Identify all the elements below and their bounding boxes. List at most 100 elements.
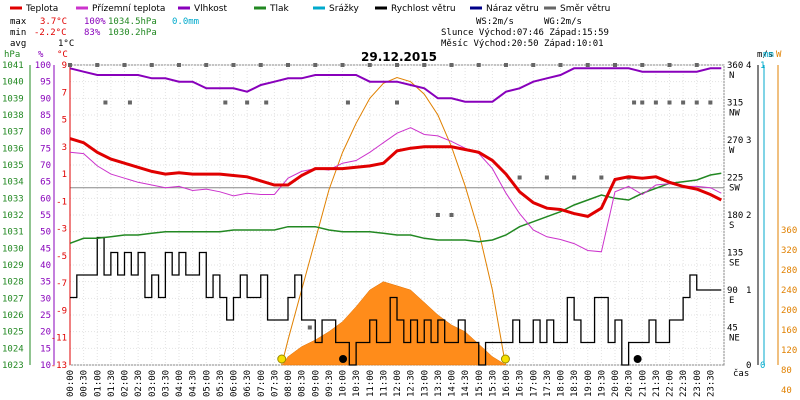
pct-tick: 60 bbox=[40, 194, 51, 204]
sunset-marker bbox=[500, 354, 510, 364]
stat-moon: Měsíc Východ:20:50 Západ:10:01 bbox=[441, 39, 604, 49]
pct-tick: 65 bbox=[40, 178, 51, 188]
stat-max-label: max bbox=[10, 17, 27, 27]
x-tick-label: 03:00 bbox=[148, 370, 158, 397]
sunrise-marker bbox=[277, 354, 287, 364]
stat-avg-label: avg bbox=[10, 39, 26, 49]
w-tick: 280 bbox=[781, 266, 797, 276]
ms-tick: 3 bbox=[746, 136, 751, 146]
dir-tick-label: NW bbox=[729, 109, 740, 119]
x-tick-label: 14:30 bbox=[461, 370, 471, 397]
x-tick-label: 10:30 bbox=[352, 370, 362, 397]
temp-tick: 5 bbox=[62, 116, 67, 126]
x-tick-label: 06:00 bbox=[230, 370, 240, 397]
wind-direction-point bbox=[245, 100, 250, 105]
x-tick-label: 02:00 bbox=[121, 370, 131, 397]
legend-label: Rychlost větru bbox=[391, 4, 456, 14]
pct-tick: 10 bbox=[40, 361, 51, 371]
legend-label: Teplota bbox=[25, 4, 58, 14]
temperature-line bbox=[69, 137, 722, 218]
x-tick-label: 18:30 bbox=[570, 370, 580, 397]
x-tick-label: 17:00 bbox=[529, 370, 539, 397]
temp-tick: 9 bbox=[62, 61, 67, 71]
wind-direction-point bbox=[149, 63, 154, 67]
wind-direction-point bbox=[307, 325, 312, 330]
stat-max-hum: 100% bbox=[84, 17, 106, 27]
x-tick-label: 11:00 bbox=[366, 370, 376, 397]
pct-tick: 85 bbox=[40, 111, 51, 121]
stats-block: max 3.7°C 100% 1034.5hPa 0.0mm min -2.2°… bbox=[10, 17, 609, 49]
pct-tick: 95 bbox=[40, 78, 51, 88]
wind-direction-point bbox=[395, 63, 399, 67]
pct-tick: 80 bbox=[40, 128, 51, 138]
wind-direction-point bbox=[367, 63, 372, 67]
dir-tick-label: E bbox=[729, 296, 734, 306]
x-tick-label: 13:30 bbox=[434, 370, 444, 397]
wind-direction-point bbox=[694, 100, 699, 105]
wind-direction-point bbox=[640, 100, 645, 105]
x-tick-label: 12:30 bbox=[407, 370, 417, 397]
dir-tick: 180 bbox=[727, 211, 743, 221]
dir-tick-label: SE bbox=[729, 259, 740, 269]
x-tick-label: 01:30 bbox=[107, 370, 117, 397]
pct-tick: 20 bbox=[40, 328, 51, 338]
hpa-tick: 1032 bbox=[2, 211, 24, 221]
ms-tick: 4 bbox=[746, 61, 751, 71]
temp-tick: -11 bbox=[51, 334, 67, 344]
pct-tick: 45 bbox=[40, 244, 51, 254]
x-tick-label: 23:00 bbox=[693, 370, 703, 397]
stat-ws: WS:2m/s bbox=[476, 17, 514, 27]
temp-tick: -7 bbox=[56, 279, 67, 289]
x-tick-label: 21:30 bbox=[652, 370, 662, 397]
wind-direction-point bbox=[517, 175, 522, 180]
legend-label: Směr větru bbox=[560, 4, 610, 14]
wind-direction-point bbox=[449, 63, 454, 67]
legend-label: Tlak bbox=[269, 4, 290, 14]
x-tick-label: 16:00 bbox=[502, 370, 512, 397]
dir-tick: 225 bbox=[727, 174, 743, 184]
x-tick-label: 11:30 bbox=[379, 370, 389, 397]
x-tick-label: 10:00 bbox=[339, 370, 349, 397]
stat-min-temp: -2.2°C bbox=[34, 28, 67, 38]
hpa-tick: 1030 bbox=[2, 244, 24, 254]
temp-tick: 3 bbox=[62, 143, 67, 153]
x-tick-label: 19:30 bbox=[597, 370, 607, 397]
stat-max-press: 1034.5hPa bbox=[108, 17, 157, 27]
x-tick-label: 09:00 bbox=[311, 370, 321, 397]
moonset-marker bbox=[339, 355, 348, 363]
stat-wg: WG:2m/s bbox=[544, 17, 582, 27]
x-tick-label: 17:30 bbox=[543, 370, 553, 397]
x-tick-label: 12:00 bbox=[393, 370, 403, 397]
w-tick: 160 bbox=[781, 326, 797, 336]
solar-max-curve bbox=[281, 76, 506, 366]
humidity-line bbox=[69, 67, 722, 103]
x-tick-label: 23:30 bbox=[706, 370, 716, 397]
hpa-tick: 1037 bbox=[2, 128, 24, 138]
dir-tick: 135 bbox=[727, 249, 743, 259]
wind-direction-point bbox=[585, 63, 590, 67]
wind-direction-point bbox=[667, 63, 672, 67]
w-tick: 360 bbox=[781, 226, 797, 236]
wind-direction-point bbox=[558, 63, 563, 67]
x-tick-label: 20:00 bbox=[611, 370, 621, 397]
w-tick: 240 bbox=[781, 286, 797, 296]
pct-tick: 55 bbox=[40, 211, 51, 221]
hpa-tick: 1025 bbox=[2, 328, 24, 338]
hpa-tick: 1027 bbox=[2, 294, 24, 304]
legend-label: Náraz větru bbox=[486, 4, 539, 14]
mm-tick: 0 bbox=[760, 361, 765, 371]
hpa-unit: hPa bbox=[4, 50, 20, 60]
pct-tick: 35 bbox=[40, 278, 51, 288]
dir-tick: 90 bbox=[727, 286, 738, 296]
w-tick: 200 bbox=[781, 306, 797, 316]
dir-tick-label: N bbox=[729, 71, 734, 81]
pct-tick: 15 bbox=[40, 344, 51, 354]
chart-title: 29.12.2015 bbox=[361, 50, 437, 64]
solar-radiation-area bbox=[282, 281, 507, 366]
dir-tick-label: S bbox=[729, 221, 734, 231]
dir-tick-label: NE bbox=[729, 334, 740, 344]
dir-tick: 45 bbox=[727, 324, 738, 334]
ms-tick: 1 bbox=[746, 286, 751, 296]
hpa-tick: 1029 bbox=[2, 261, 24, 271]
wind-direction-point bbox=[613, 63, 617, 67]
